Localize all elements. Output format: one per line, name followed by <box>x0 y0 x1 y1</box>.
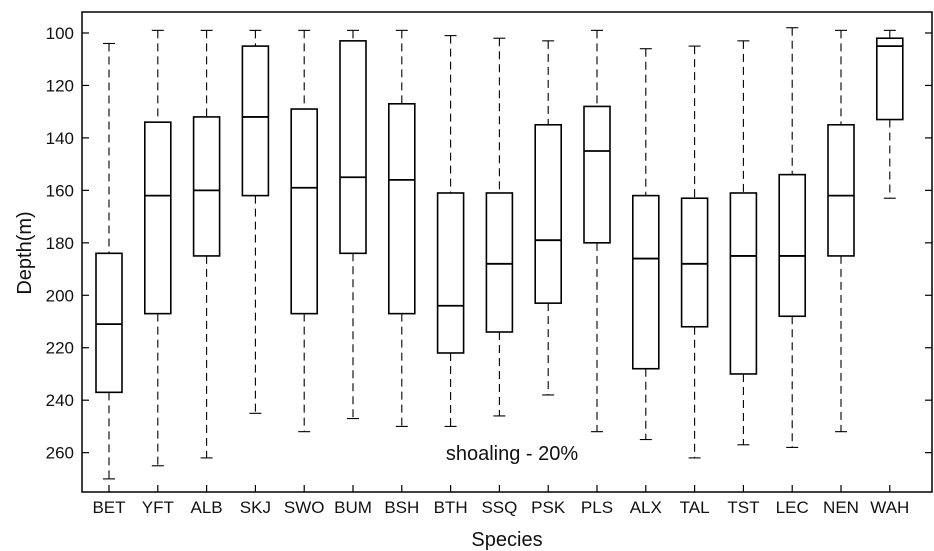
box-body <box>680 197 709 328</box>
box-body <box>827 123 855 257</box>
box-body <box>583 105 611 244</box>
box-alb <box>192 29 221 459</box>
y-tick-label: 200 <box>46 286 74 305</box>
box-body <box>192 116 221 257</box>
box-yft <box>144 29 172 467</box>
x-axis-label: Species <box>471 529 542 551</box>
annotation-text: shoaling - 20% <box>446 443 579 465</box>
x-tick-label: PLS <box>581 498 613 517</box>
boxes-group <box>95 27 904 480</box>
box-body <box>95 252 123 394</box>
box-body <box>290 108 319 315</box>
x-tick-label: SWO <box>284 498 325 517</box>
y-axis-ticks: 100 120 140 160 180 200 220 240 260 <box>46 24 932 463</box>
box-body <box>339 40 367 255</box>
plot-frame <box>81 11 933 493</box>
y-tick-label: 240 <box>46 391 74 410</box>
x-tick-label: ALX <box>630 498 662 517</box>
x-tick-label: LEC <box>776 498 809 517</box>
box-tal <box>680 45 709 459</box>
y-tick-label: 220 <box>46 339 74 358</box>
box-body <box>875 37 904 121</box>
x-tick-label: PSK <box>531 498 566 517</box>
x-tick-label: NEN <box>823 498 859 517</box>
x-tick-label: WAH <box>870 498 909 517</box>
y-tick-label: 160 <box>46 181 74 200</box>
box-body <box>387 103 416 315</box>
x-tick-label: SKJ <box>240 498 271 517</box>
box-body <box>144 121 172 315</box>
x-tick-label: SSQ <box>481 498 517 517</box>
box-lec <box>778 27 807 448</box>
box-body <box>631 194 660 370</box>
x-tick-label: BET <box>92 498 125 517</box>
y-axis-label: Depth(m) <box>14 211 36 294</box>
box-body <box>241 45 270 197</box>
box-alx <box>631 48 660 441</box>
x-tick-label: TST <box>727 498 759 517</box>
y-tick-label: 140 <box>46 129 74 148</box>
x-tick-label: ALB <box>191 498 223 517</box>
box-tst <box>729 40 758 446</box>
box-bsh <box>387 29 416 427</box>
box-bum <box>339 29 367 420</box>
box-wah <box>875 29 904 199</box>
box-body <box>729 192 758 375</box>
box-bth <box>436 35 465 427</box>
x-tick-label: TAL <box>680 498 710 517</box>
x-tick-label: YFT <box>142 498 174 517</box>
x-axis-ticks: BET YFT ALB SKJ SWO BUM BSH BTH SSQ PSK PLS ALX TAL T… <box>92 485 909 517</box>
box-swo <box>290 29 319 433</box>
y-tick-label: 180 <box>46 234 74 253</box>
box-skj <box>241 29 270 414</box>
box-ssq <box>485 37 514 417</box>
y-tick-label: 100 <box>46 24 74 43</box>
box-body <box>436 192 465 354</box>
box-body <box>534 123 563 304</box>
x-tick-label: BSH <box>384 498 419 517</box>
box-bet <box>95 42 123 480</box>
box-body <box>485 192 514 333</box>
x-tick-label: BTH <box>434 498 468 517</box>
y-tick-label: 120 <box>46 76 74 95</box>
box-nen <box>827 29 855 433</box>
y-tick-label: 260 <box>46 444 74 463</box>
box-body <box>778 173 807 318</box>
box-pls <box>583 29 611 433</box>
box-psk <box>534 40 563 396</box>
x-tick-label: BUM <box>334 498 372 517</box>
